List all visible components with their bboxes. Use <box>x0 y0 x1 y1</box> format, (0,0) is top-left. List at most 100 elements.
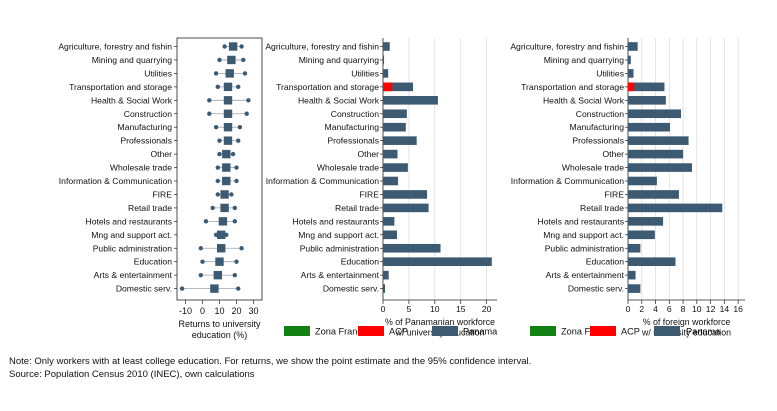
ci-high-point <box>234 259 239 264</box>
legend-swatch-acp <box>358 326 384 336</box>
legend-swatch-panama <box>432 326 458 336</box>
category-label: Health & Social Work <box>298 95 380 105</box>
bar-panama <box>383 203 429 213</box>
ci-low-point <box>213 125 219 130</box>
point-estimate <box>215 257 224 266</box>
category-label: Mng and support act. <box>91 230 172 240</box>
ci-low-point <box>179 286 185 291</box>
x-axis-label: education (%) <box>192 330 248 340</box>
point-estimate <box>223 96 233 105</box>
x-tick-label: 15 <box>456 304 466 314</box>
category-label: Retail trade <box>128 203 172 213</box>
category-label: Education <box>586 257 624 267</box>
x-tick-label: 14 <box>720 304 730 314</box>
bar-panama <box>383 230 397 240</box>
category-label: Transportation and storage <box>69 82 172 92</box>
bar-acp <box>383 82 393 92</box>
category-label: Transportation and storage <box>276 82 379 92</box>
ci-high-point <box>234 165 239 170</box>
ci-low-point <box>217 151 222 157</box>
category-label: Domestic serv. <box>568 284 624 294</box>
ci-low-point <box>198 246 203 251</box>
x-tick-label: 30 <box>248 306 258 316</box>
x-axis-label: Returns to university <box>178 319 261 329</box>
point-estimate <box>228 42 238 51</box>
legend-label: Zona Franca <box>561 327 614 337</box>
category-label: Agriculture, forestry and fishin <box>510 42 624 52</box>
bar-panama <box>383 96 438 105</box>
point-estimate <box>220 190 229 199</box>
ci-high-point <box>230 151 236 157</box>
bar-panama <box>383 190 428 199</box>
point-estimate <box>223 123 233 132</box>
category-label: Arts & entertainment <box>546 270 625 280</box>
category-label: Utilities <box>351 68 379 78</box>
category-label: Domestic serv. <box>116 284 172 294</box>
bar-panama <box>383 136 417 145</box>
x-tick-label: 0 <box>200 306 205 316</box>
ci-low-point <box>207 111 212 116</box>
bar-panama <box>383 243 441 253</box>
x-tick-label: 6 <box>667 304 672 314</box>
category-label: Other <box>358 149 380 159</box>
bar-panama <box>383 284 386 293</box>
ci-low-point <box>207 98 212 103</box>
foreign-share-panel: Agriculture, forestry and fishin Mining a… <box>510 38 745 338</box>
category-label: Professionals <box>120 136 172 146</box>
x-axis-label: % of foreign workforce <box>643 317 731 327</box>
x-tick-label: 8 <box>681 304 686 314</box>
ci-high-point <box>232 272 237 278</box>
footer-source: Source: Population Census 2010 (INEC), o… <box>9 369 255 380</box>
point-estimate <box>222 163 231 172</box>
bar-panama <box>628 82 665 92</box>
legend-swatch-zona-franca <box>530 326 556 336</box>
ci-high-point <box>239 44 244 49</box>
ci-high-point <box>242 71 248 76</box>
category-label: Professionals <box>572 136 624 146</box>
category-label: Wholesale trade <box>110 163 172 173</box>
legend-label: ACP <box>389 327 408 337</box>
category-label: Arts & entertainment <box>94 270 173 280</box>
category-label: Professionals <box>327 136 379 146</box>
category-label: Information & Communication <box>511 176 624 186</box>
x-tick-label: 4 <box>653 304 658 314</box>
category-label: FIRE <box>152 189 172 199</box>
category-label: Manufacturing <box>325 122 380 132</box>
category-label: Construction <box>331 109 379 119</box>
category-label: FIRE <box>604 189 624 199</box>
point-estimate <box>222 176 231 186</box>
x-tick-label: 5 <box>407 304 412 314</box>
ci-low-point <box>215 84 220 90</box>
category-label: Transportation and storage <box>521 82 624 92</box>
point-estimate <box>220 203 229 213</box>
bar-panama <box>628 176 657 186</box>
category-label: Health & Social Work <box>91 95 173 105</box>
category-label: Mining and quarrying <box>299 55 379 65</box>
category-label: FIRE <box>359 189 379 199</box>
ci-high-point <box>236 286 241 291</box>
x-tick-label: 12 <box>706 304 716 314</box>
bar-panama <box>628 230 655 240</box>
bar-panama <box>628 284 641 293</box>
ci-low-point <box>215 178 220 184</box>
point-estimate <box>223 109 233 118</box>
bar-panama <box>628 42 638 51</box>
category-label: Information & Communication <box>266 176 379 186</box>
ci-low-point <box>217 57 222 63</box>
ci-high-point <box>244 111 249 116</box>
legend-swatch-panama <box>654 326 680 336</box>
legend-label: Panama <box>463 327 498 337</box>
category-label: Public administration <box>300 243 380 253</box>
ci-low-point <box>210 205 215 211</box>
point-estimate <box>225 69 234 78</box>
x-tick-label: 10 <box>430 304 440 314</box>
category-label: Domestic serv. <box>323 284 379 294</box>
point-estimate <box>210 284 219 293</box>
category-label: Manufacturing <box>570 122 625 132</box>
bar-panama <box>628 109 681 119</box>
returns-panel: Agriculture, forestry and fishin Mining a… <box>58 37 263 340</box>
ci-high-point <box>239 246 244 251</box>
category-label: Wholesale trade <box>562 163 624 173</box>
category-label: Utilities <box>596 68 624 78</box>
point-estimate <box>227 55 236 65</box>
